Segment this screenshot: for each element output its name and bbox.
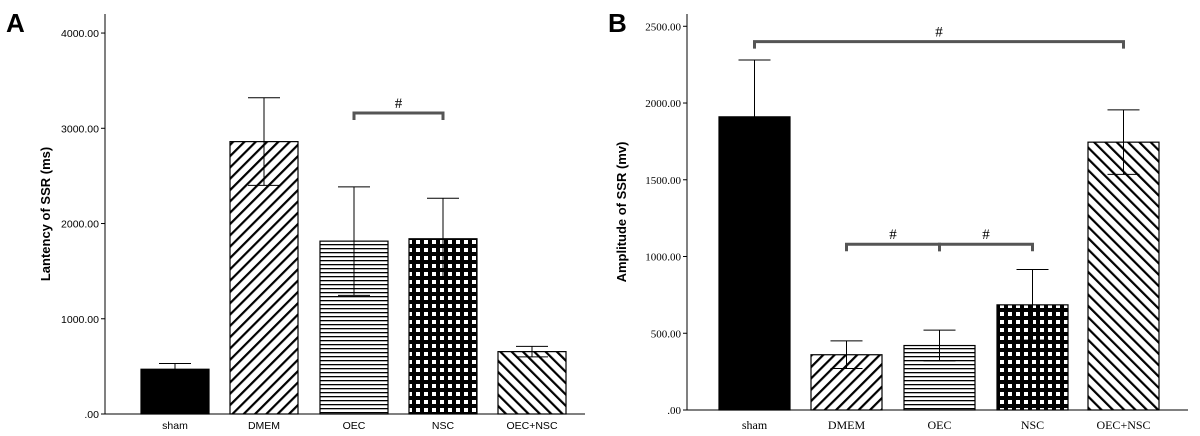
category-label: DMEM bbox=[828, 418, 866, 432]
category-label: sham bbox=[162, 420, 188, 432]
category-label: OEC+NSC bbox=[506, 420, 557, 432]
category-label: OEC+NSC bbox=[1096, 418, 1150, 432]
panel-a-chart: .00 1000.00 2000.00 3000.00 4000.00 Lantency … bbox=[38, 14, 585, 432]
significance-mark: # bbox=[935, 25, 943, 41]
category-label: OEC bbox=[928, 418, 952, 432]
significance-bracket bbox=[352, 111, 445, 121]
y-axis-label: Lantency of SSR (ms) bbox=[38, 147, 53, 281]
significance-mark: # bbox=[982, 227, 990, 243]
category-label: NSC bbox=[1021, 418, 1044, 432]
y-tick-label: .00 bbox=[84, 409, 99, 421]
y-tick-label: 1000.00 bbox=[645, 252, 681, 264]
bar-nsc bbox=[408, 238, 478, 415]
category-label: DMEM bbox=[248, 420, 280, 432]
y-tick-label: 1500.00 bbox=[645, 175, 681, 187]
significance-bracket bbox=[753, 40, 1125, 49]
bar-oec-nsc bbox=[497, 351, 567, 415]
panel-letter-a: A bbox=[6, 8, 25, 38]
y-tick-label: 4000.00 bbox=[61, 28, 99, 40]
bar-sham bbox=[140, 368, 210, 415]
significance-mark: # bbox=[889, 227, 897, 243]
y-tick-label: 500.00 bbox=[651, 328, 682, 340]
significance-mark: # bbox=[395, 96, 403, 112]
y-axis-label: Amplitude of SSR (mv) bbox=[614, 142, 629, 283]
category-label: OEC bbox=[343, 420, 366, 432]
significance-bracket bbox=[845, 242, 941, 252]
panel-b-chart: .00 500.00 1000.00 1500.00 2000.00 2500.00 Amp… bbox=[614, 14, 1188, 432]
significance-bracket bbox=[938, 242, 1034, 252]
y-tick-label: .00 bbox=[667, 405, 681, 417]
panel-letter-b: B bbox=[608, 8, 627, 38]
category-label: sham bbox=[742, 418, 768, 432]
y-tick-label: 2500.00 bbox=[645, 21, 681, 33]
bar-oec-nsc bbox=[1087, 141, 1160, 411]
y-tick-label: 2000.00 bbox=[61, 219, 99, 231]
category-label: NSC bbox=[432, 420, 455, 432]
y-tick-label: 2000.00 bbox=[645, 98, 681, 110]
y-tick-label: 3000.00 bbox=[61, 123, 99, 135]
y-tick-label: 1000.00 bbox=[61, 314, 99, 326]
